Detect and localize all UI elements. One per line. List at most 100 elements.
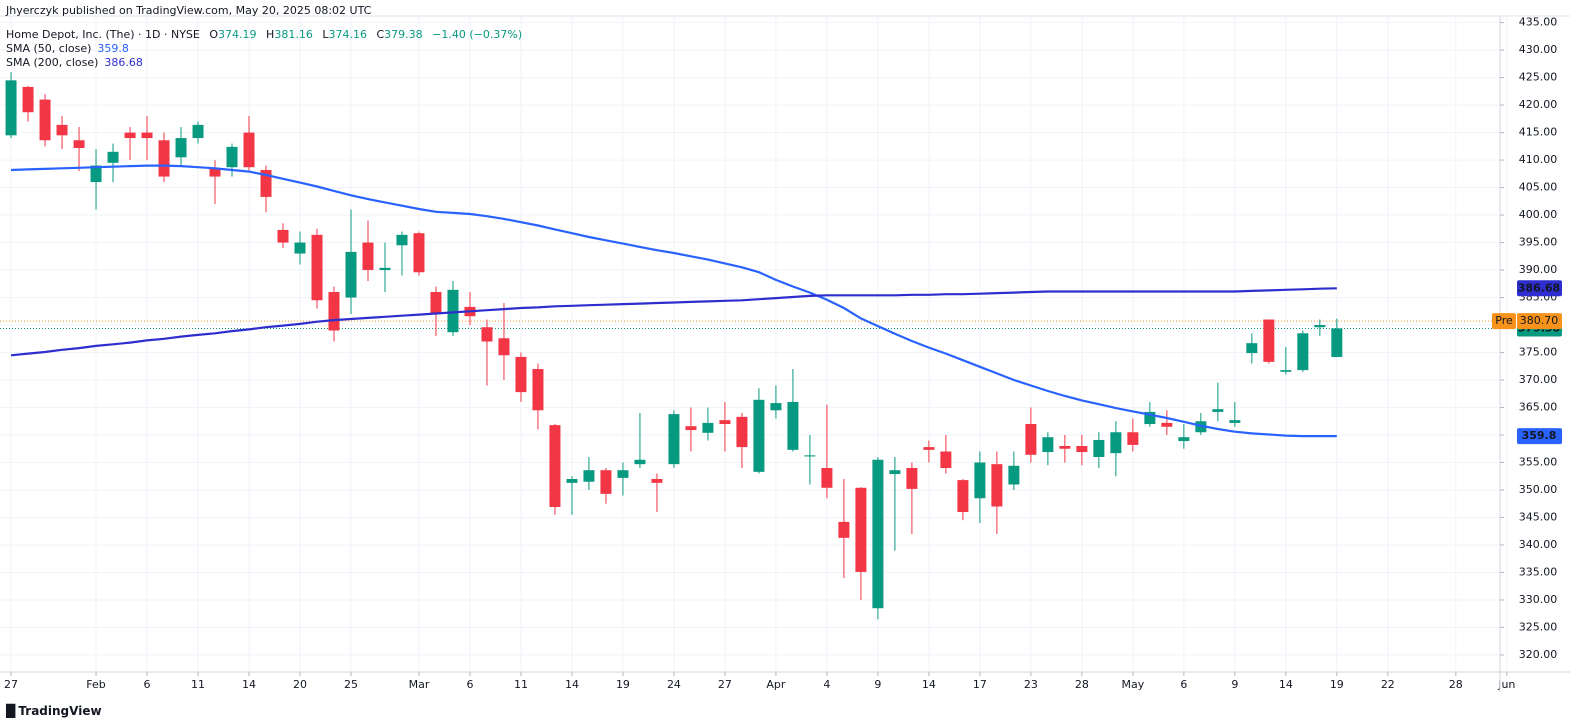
y-tick-label: 355.00 (1519, 455, 1558, 468)
candle-body (498, 338, 510, 356)
ohlc-value: 381.16 (274, 28, 313, 41)
x-tick-label: 14 (242, 678, 256, 691)
candle-body (770, 403, 782, 411)
legend-value: 386.68 (104, 56, 143, 69)
candle-body (192, 124, 204, 139)
x-tick-label: 6 (466, 678, 473, 691)
x-tick-label: Mar (409, 678, 430, 691)
x-tick-label: Apr (766, 678, 786, 691)
candle-body (1314, 325, 1326, 328)
candle-body (1127, 432, 1139, 445)
x-tick-label: 11 (191, 678, 205, 691)
candle-body (617, 470, 629, 478)
x-tick-label: May (1121, 678, 1144, 691)
candle-body (209, 168, 221, 177)
candle-body (226, 146, 238, 168)
candle-body (1076, 446, 1088, 453)
sma-line (10, 164, 1337, 438)
y-tick-label: 420.00 (1519, 98, 1558, 111)
x-tick-label: 6 (144, 678, 151, 691)
x-tick-label: 6 (1180, 678, 1187, 691)
candle-body (1059, 446, 1071, 449)
candle-body (430, 292, 442, 315)
y-tick-label: 375.00 (1519, 346, 1558, 359)
candle-body (872, 459, 884, 609)
footer-logo: █ TradingView (6, 704, 102, 718)
candle-body (1212, 409, 1224, 412)
x-tick-label: Feb (86, 678, 105, 691)
x-tick-label: 9 (874, 678, 881, 691)
candle-body (90, 165, 102, 183)
candle-body (685, 426, 697, 431)
candle-body (702, 422, 714, 433)
candle-body (838, 521, 850, 538)
candle-body (277, 229, 289, 243)
candle-body (1246, 343, 1258, 354)
legend-label: SMA (50, close) (6, 42, 92, 55)
ohlc-label: L (322, 28, 329, 41)
candle-body (753, 399, 765, 472)
candle-body (311, 234, 323, 301)
candle-body (566, 478, 578, 483)
x-tick-label: 11 (514, 678, 528, 691)
ohlc-label: C (376, 28, 385, 41)
candle-body (991, 464, 1003, 507)
candle-body (906, 467, 918, 489)
candle-body (583, 470, 595, 482)
sma-line (10, 287, 1337, 357)
y-tick-label: 395.00 (1519, 236, 1558, 249)
candle-body (855, 487, 867, 572)
candle-body (1297, 333, 1309, 371)
x-tick-label: 25 (344, 678, 358, 691)
symbol: Home Depot, Inc. (The) · 1D · NYSE (6, 28, 200, 41)
legend-value: 359.8 (97, 42, 129, 55)
legend-sma: SMA (200, close) 386.68 (6, 56, 143, 69)
x-tick-label: 19 (616, 678, 630, 691)
candle-body (821, 467, 833, 488)
x-tick-label: 22 (1381, 678, 1395, 691)
attribution: Jhyerczyk published on TradingView.com, … (6, 4, 372, 17)
x-tick-label: 14 (565, 678, 579, 691)
candle-body (328, 292, 340, 331)
x-tick-label: 27 (718, 678, 732, 691)
candle-body (736, 416, 748, 448)
candle-body (481, 327, 493, 342)
candle-body (549, 425, 561, 508)
candle-body (889, 470, 901, 475)
y-tick-label: 400.00 (1519, 208, 1558, 221)
x-tick-label: 14 (922, 678, 936, 691)
candle-body (141, 132, 153, 139)
ohlc-label: H (266, 28, 275, 41)
y-tick-label: 430.00 (1519, 43, 1558, 56)
legend-sma: SMA (50, close) 359.8 (6, 42, 129, 55)
sma-value-box (1517, 280, 1562, 297)
ohlc-value: 379.38 (384, 28, 423, 41)
candle-body (974, 462, 986, 499)
sma-value-box (1517, 428, 1562, 445)
y-tick-label: 425.00 (1519, 71, 1558, 84)
logo-icon: █ (6, 704, 15, 718)
ohlc-value: 374.16 (328, 28, 367, 41)
x-tick-label: 23 (1024, 678, 1038, 691)
candle-body (413, 233, 425, 273)
ohlc-value: 374.19 (218, 28, 257, 41)
x-tick-label: 20 (293, 678, 307, 691)
x-tick-label: Jun (1497, 678, 1515, 691)
y-tick-label: 415.00 (1519, 126, 1558, 139)
candle-body (1229, 420, 1241, 423)
candle-body (124, 132, 136, 139)
candle-body (634, 459, 646, 465)
x-tick-label: 14 (1279, 678, 1293, 691)
candle-body (362, 242, 374, 271)
y-tick-label: 390.00 (1519, 263, 1558, 276)
candle-body (5, 80, 17, 136)
candle-body (1280, 370, 1292, 372)
candle-body (804, 455, 816, 457)
candle-body (940, 451, 952, 468)
ohlc-label: O (209, 28, 219, 41)
candle-body (787, 402, 799, 450)
candle-body (396, 234, 408, 246)
x-tick-label: 27 (4, 678, 18, 691)
